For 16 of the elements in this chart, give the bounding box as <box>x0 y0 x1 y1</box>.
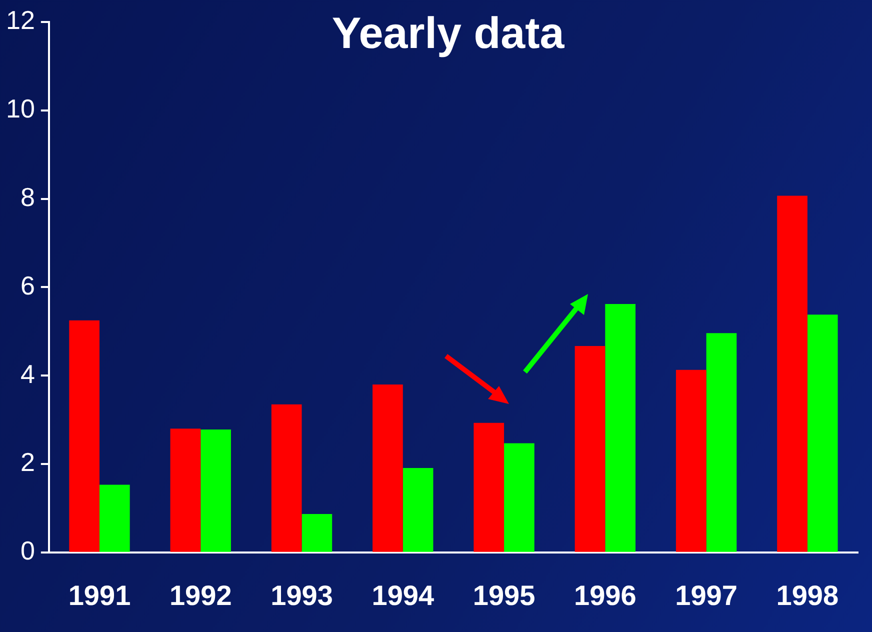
y-tick-label: 10 <box>6 94 35 124</box>
x-tick-label: 1994 <box>372 580 434 611</box>
x-tick-label: 1995 <box>472 580 536 611</box>
y-tick-label: 0 <box>20 536 35 566</box>
x-tick-label: 1997 <box>675 580 738 611</box>
y-tick-label: 2 <box>20 447 35 478</box>
y-tick-label: 12 <box>6 5 35 36</box>
y-tick-label: 6 <box>20 270 35 300</box>
x-tick-label: 1993 <box>270 580 333 611</box>
chart-title: Yearly data <box>332 9 565 58</box>
y-tick-label: 4 <box>20 358 35 389</box>
x-tick-label: 1996 <box>574 580 636 611</box>
x-tick-label: 1991 <box>68 580 131 611</box>
x-tick-label: 1992 <box>169 580 232 611</box>
x-tick-label: 1998 <box>776 580 839 611</box>
y-tick-label: 8 <box>20 182 35 212</box>
